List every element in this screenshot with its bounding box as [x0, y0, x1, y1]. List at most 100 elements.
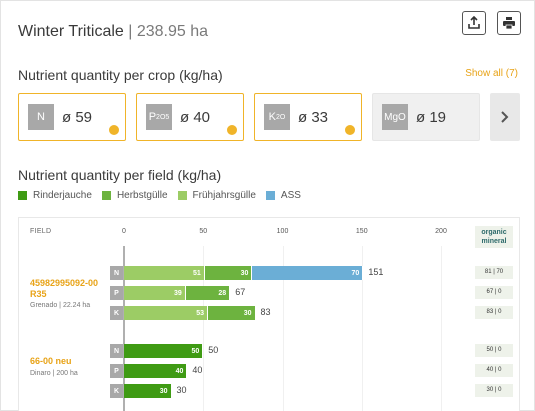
- x-tick-label: 100: [276, 228, 289, 235]
- organic-mineral-value: 83 | 0: [475, 306, 513, 319]
- legend-label: Frühjahrsgülle: [192, 190, 256, 201]
- segment-value-label: 53: [196, 309, 204, 317]
- organic-mineral-header: organic mineral: [475, 226, 513, 248]
- segment-value-label: 30: [159, 387, 168, 395]
- zero-axis-line: [123, 246, 125, 411]
- organic-mineral-value: 50 | 0: [475, 344, 513, 357]
- bar-segment[interactable]: 30: [208, 306, 256, 320]
- title-separator: |: [123, 23, 137, 40]
- bar-total-label: 67: [235, 287, 246, 297]
- field-nutrient-chart: FIELD organic mineral 0 50 100 150 200 459829…: [18, 217, 520, 411]
- legend-item[interactable]: Frühjahrsgülle: [177, 190, 256, 201]
- legend-swatch: [265, 191, 275, 200]
- x-tick-label: 200: [435, 228, 447, 235]
- printer-icon: [503, 17, 515, 30]
- bar-segment[interactable]: 30: [124, 384, 172, 398]
- field-section-title: Nutrient quantity per field (kg/ha): [18, 167, 222, 183]
- grid-line: [441, 246, 442, 411]
- x-tick-label: 50: [199, 228, 208, 235]
- nutrient-symbol: K: [268, 111, 276, 123]
- organic-mineral-value: 67 | 0: [475, 286, 513, 299]
- nutrient-average: ø 19: [416, 108, 447, 126]
- legend-swatch: [177, 191, 187, 200]
- segment-value-label: 70: [351, 269, 360, 277]
- chart-legend: Rinderjauche Herbstgülle Frühjahrsgülle ASS: [18, 190, 311, 201]
- field-name[interactable]: 45982995092-00 R35: [30, 278, 98, 300]
- nutrient-average: ø 40: [180, 108, 211, 126]
- field-column-header: FIELD: [30, 228, 52, 235]
- segment-value-label: 28: [218, 289, 227, 297]
- nutrient-tag: P: [110, 286, 123, 300]
- segment-value-label: 50: [191, 347, 200, 355]
- page-title: Winter Triticale | 238.95 ha: [18, 23, 208, 41]
- field-details: Grenado | 22.24 ha: [30, 302, 91, 309]
- print-button[interactable]: [497, 11, 521, 35]
- legend-label: Herbstgülle: [116, 190, 168, 201]
- legend-item[interactable]: Rinderjauche: [18, 190, 92, 201]
- nutrient-symbol: P: [148, 111, 157, 123]
- bar-segment[interactable]: 30: [204, 266, 253, 280]
- bar-segment[interactable]: 51: [124, 266, 205, 280]
- crop-name: Winter Triticale: [18, 23, 124, 40]
- bar-segment[interactable]: 39: [124, 286, 186, 300]
- nutrient-symbol: N: [37, 111, 45, 123]
- organic-label: organic: [481, 229, 507, 236]
- legend-label: Rinderjauche: [33, 190, 92, 201]
- nutrient-tag: N: [110, 344, 123, 358]
- nutrient-tag: K: [110, 384, 123, 398]
- nutrient-chip: N: [28, 104, 54, 130]
- nutrient-average: ø 33: [298, 108, 329, 126]
- segment-value-label: 30: [243, 309, 252, 317]
- nutrient-chip: K 2O: [264, 104, 290, 130]
- nutrient-subscript: 2O5: [156, 113, 170, 121]
- bar-segment[interactable]: 50: [124, 344, 204, 358]
- legend-item[interactable]: Herbstgülle: [101, 190, 168, 201]
- nutrient-card[interactable]: K 2O ø 33: [254, 93, 362, 141]
- segment-value-label: 40: [175, 367, 184, 375]
- export-button[interactable]: [462, 11, 486, 35]
- nutrient-chip: P 2O5: [146, 104, 172, 130]
- bar-segment[interactable]: 53: [124, 306, 208, 320]
- upload-icon: [468, 16, 480, 29]
- bar-total-label: 83: [260, 307, 271, 317]
- field-name-line: 66-00 neu: [30, 356, 72, 366]
- bar-total-label: 30: [176, 385, 187, 395]
- bar-segment[interactable]: 70: [252, 266, 364, 280]
- nutrient-tag: K: [110, 306, 123, 320]
- segment-value-label: 51: [193, 269, 201, 277]
- bar-segment[interactable]: 28: [185, 286, 231, 300]
- bar-total-label: 50: [208, 345, 219, 355]
- organic-mineral-value: 40 | 0: [475, 364, 513, 377]
- legend-swatch: [101, 191, 111, 200]
- check-icon: [227, 125, 237, 135]
- check-icon: [345, 125, 355, 135]
- show-all-link[interactable]: Show all (7): [465, 68, 518, 79]
- nutrient-tag: N: [110, 266, 123, 280]
- nutrient-card[interactable]: MgO ø 19: [372, 93, 480, 141]
- field-name-line: R35: [30, 289, 47, 299]
- check-icon: [109, 125, 119, 135]
- nutrient-chip: MgO: [382, 104, 408, 130]
- field-name[interactable]: 66-00 neu: [30, 356, 72, 367]
- crop-area: 238.95 ha: [136, 23, 209, 40]
- field-name-line: 45982995092-00: [30, 278, 99, 288]
- grid-line: [203, 246, 205, 411]
- cards-next-button[interactable]: [490, 93, 520, 141]
- grid-line: [282, 246, 284, 411]
- grid-line: [361, 246, 363, 411]
- organic-mineral-value: 81 | 70: [475, 266, 513, 279]
- x-tick-label: 150: [355, 228, 368, 235]
- bar-total-label: 40: [192, 365, 203, 375]
- nutrient-subscript: 2O: [276, 113, 286, 121]
- field-details: Dinaro | 200 ha: [30, 370, 78, 377]
- x-tick-label: 0: [122, 228, 126, 235]
- segment-value-label: 30: [240, 269, 249, 277]
- legend-item[interactable]: ASS: [265, 190, 301, 201]
- segment-value-label: 39: [174, 289, 182, 297]
- bar-segment[interactable]: 40: [124, 364, 188, 378]
- nutrient-tag: P: [110, 364, 123, 378]
- nutrient-card[interactable]: P 2O5 ø 40: [136, 93, 244, 141]
- legend-label: ASS: [280, 190, 301, 201]
